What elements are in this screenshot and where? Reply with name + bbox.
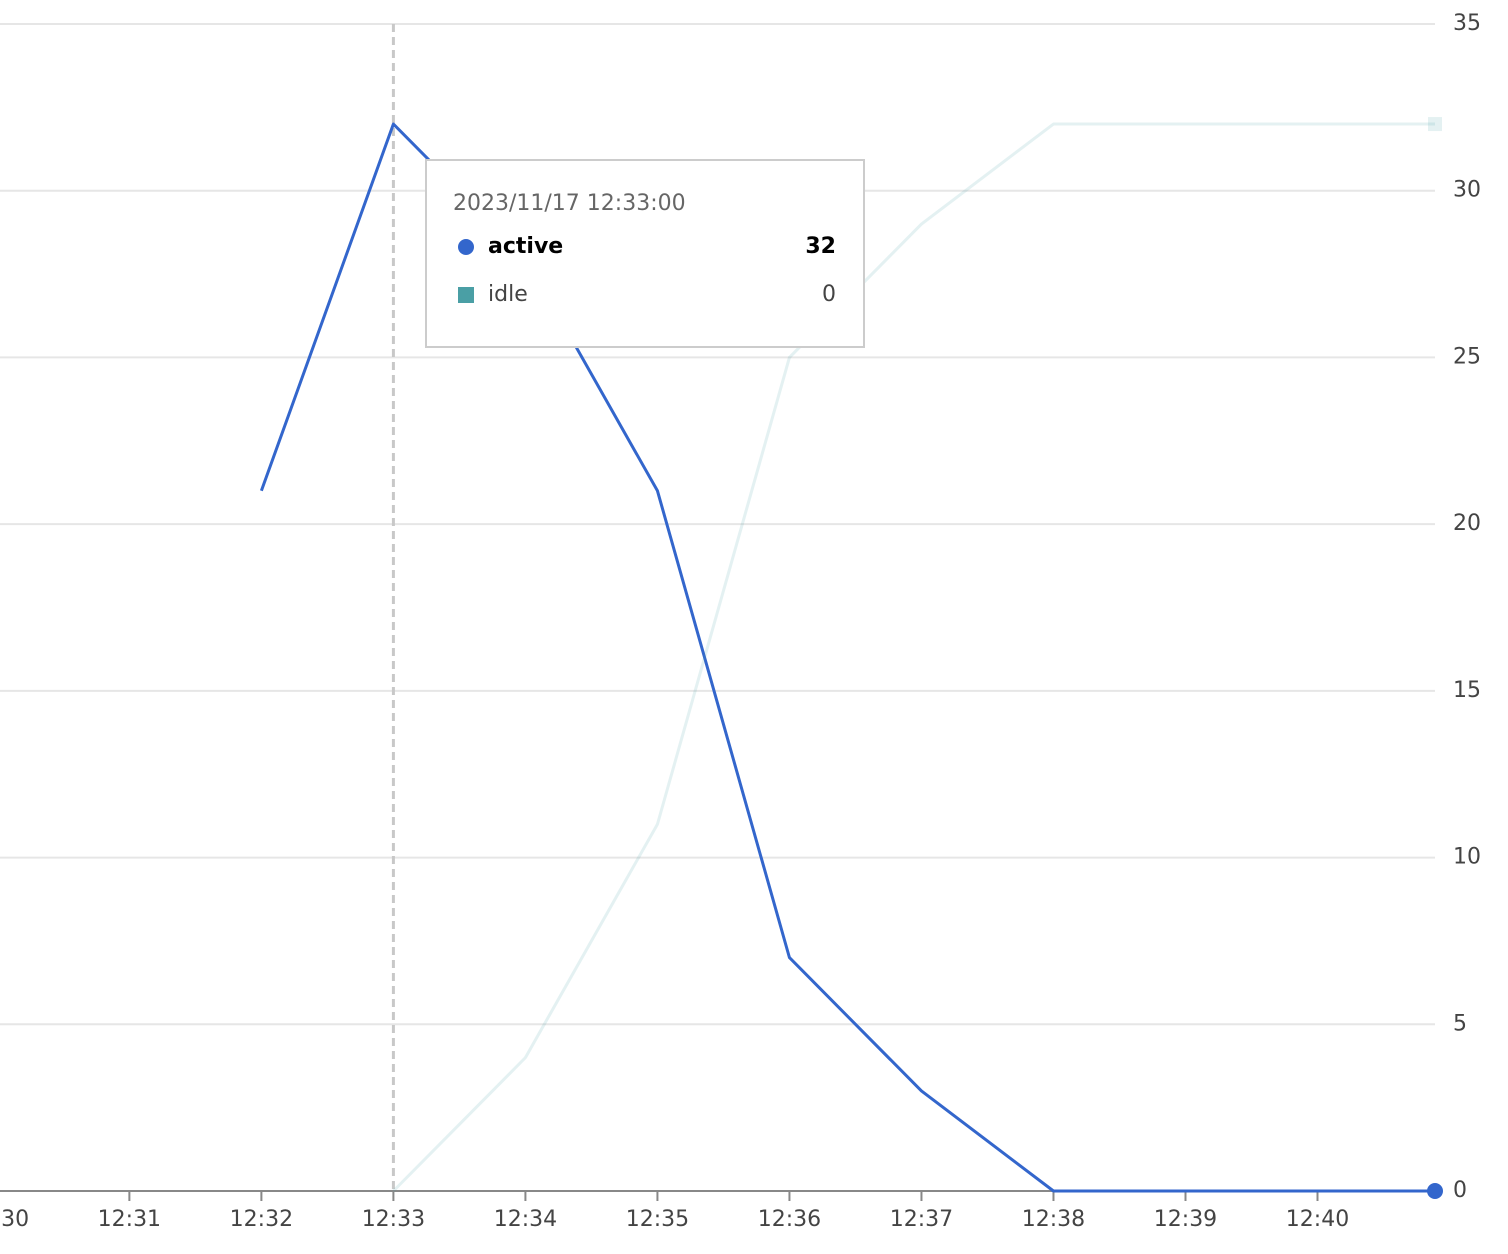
tooltip-value: 0 [822, 282, 836, 307]
x-tick-label: 12:39 [1154, 1207, 1217, 1232]
y-tick-label: 15 [1453, 678, 1481, 703]
x-tick-label: 12:33 [362, 1207, 425, 1232]
tooltip-value: 32 [805, 234, 836, 259]
tooltip-name: idle [488, 282, 528, 307]
x-tick-label: 12:35 [626, 1207, 689, 1232]
tooltip: 2023/11/17 12:33:00 active 32 idle 0 [425, 159, 865, 348]
tooltip-title: 2023/11/17 12:33:00 [453, 191, 686, 216]
y-tick-label: 30 [1453, 178, 1481, 203]
y-tick-label: 25 [1453, 344, 1481, 369]
x-tick-label: 12:36 [758, 1207, 821, 1232]
legend-marker [458, 287, 474, 303]
x-tick-label: 12:30 [0, 1207, 29, 1232]
y-tick-label: 20 [1453, 511, 1481, 536]
end-marker [1428, 117, 1442, 132]
x-tick-label: 12:34 [494, 1207, 557, 1232]
x-tick-label: 12:38 [1022, 1207, 1085, 1232]
tooltip-name: active [488, 234, 563, 259]
series-line [392, 122, 1435, 1193]
tooltip-box [425, 159, 865, 348]
x-tick-label: 12:40 [1286, 1207, 1349, 1232]
legend-marker [458, 239, 474, 255]
x-tick-label: 12:37 [890, 1207, 953, 1232]
end-marker [1427, 1183, 1443, 1199]
y-tick-label: 10 [1453, 845, 1481, 870]
y-tick-label: 0 [1453, 1178, 1467, 1203]
x-tick-label: 12:32 [230, 1207, 293, 1232]
x-tick-label: 12:31 [98, 1207, 161, 1232]
y-tick-label: 35 [1453, 11, 1481, 36]
y-tick-label: 5 [1453, 1011, 1467, 1036]
